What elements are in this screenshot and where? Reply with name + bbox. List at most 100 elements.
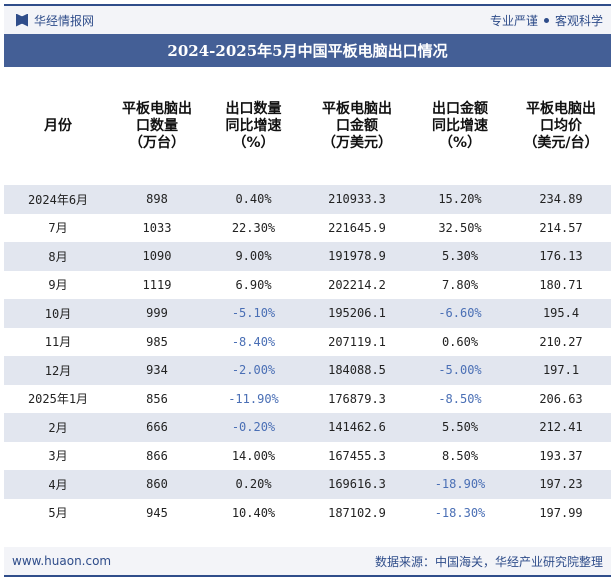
table-row: 10月 999 -5.10% 195206.1 -6.60% 195.4: [4, 299, 611, 328]
table-cell: 856: [146, 391, 168, 406]
table-cell: 32.50%: [438, 220, 482, 235]
table-cell: -5.00%: [409, 356, 511, 385]
table-cell: -6.60%: [409, 299, 511, 328]
table-cell: 141462.6: [305, 413, 409, 442]
table-cell: 11月: [44, 335, 72, 350]
table-cell: 206.63: [539, 391, 583, 406]
table-row: 2月 666 -0.20% 141462.6 5.50% 212.41: [4, 413, 611, 442]
logo[interactable]: 华经情报网: [16, 12, 94, 29]
table-cell: -18.90%: [409, 470, 511, 499]
table-cell: 187102.9: [328, 505, 386, 520]
table-cell: 22.30%: [231, 220, 276, 235]
table-cell: 234.89: [511, 185, 611, 214]
dot-icon: [543, 17, 549, 23]
table-cell: 197.99: [539, 505, 583, 520]
table-cell: 0.40%: [202, 185, 305, 214]
table-cell: 212.41: [511, 413, 611, 442]
header: 华经情报网 专业严谨 客观科学: [4, 6, 611, 34]
table-cell: 5.30%: [409, 242, 511, 271]
table-cell: 180.71: [539, 277, 583, 292]
table-cell: 167455.3: [328, 448, 386, 463]
table-cell: -18.30%: [434, 505, 486, 520]
table-cell: 999: [112, 299, 202, 328]
table-row: 2025年1月 856 -11.90% 176879.3 -8.50% 206.63: [4, 385, 611, 414]
table-cell: 197.23: [511, 470, 611, 499]
slogan-left: 专业严谨: [489, 13, 538, 28]
table-cell: 8.50%: [441, 448, 479, 463]
table-row: 2024年6月 898 0.40% 210933.3 15.20% 234.89: [4, 185, 611, 214]
table-cell: 195.4: [511, 299, 611, 328]
data-source: 数据来源：中国海关，华经产业研究院整理: [374, 554, 603, 569]
table-cell: -5.10%: [202, 299, 305, 328]
slogan: 专业严谨 客观科学: [490, 12, 603, 29]
table-cell: 9.00%: [202, 242, 305, 271]
table-cell: 5.50%: [409, 413, 511, 442]
column-header-line: 出口数量: [225, 100, 282, 117]
table-cell: 193.37: [539, 448, 583, 463]
table-cell: 191978.9: [305, 242, 409, 271]
data-table: 月份 平板电脑出 口数量 （万台） 出口数量 同比增速 （%） 平板电脑出 口金额 （万美元） 出口…: [4, 67, 611, 527]
table-cell: 945: [146, 505, 168, 520]
column-header-line: 月份: [44, 117, 72, 134]
table-cell: 15.20%: [409, 185, 511, 214]
column-header-line: （万美元）: [322, 134, 392, 151]
column-header: 出口数量 同比增速 （%）: [202, 67, 305, 185]
table-row: 9月 1119 6.90% 202214.2 7.80% 180.71: [4, 271, 611, 300]
table-row: 4月 860 0.20% 169616.3 -18.90% 197.23: [4, 470, 611, 499]
column-header-line: （万台）: [129, 134, 185, 151]
table-cell: 210.27: [539, 334, 583, 349]
table-cell: 1090: [112, 242, 202, 271]
column-header-line: 同比增速: [225, 117, 282, 134]
table-row: 5月 945 10.40% 187102.9 -18.30% 197.99: [4, 499, 611, 528]
table-cell: 221645.9: [328, 220, 386, 235]
table-cell: 2024年6月: [4, 185, 112, 214]
table-cell: 934: [112, 356, 202, 385]
table-row: 11月 985 -8.40% 207119.1 0.60% 210.27: [4, 328, 611, 357]
table-cell: 6.90%: [235, 277, 272, 292]
table-cell: 4月: [4, 470, 112, 499]
table-cell: -2.00%: [202, 356, 305, 385]
table-cell: 214.57: [539, 220, 583, 235]
table-cell: 195206.1: [305, 299, 409, 328]
table-cell: 207119.1: [328, 334, 386, 349]
table-cell: 1119: [142, 277, 172, 292]
column-header-line: 平板电脑出: [322, 100, 392, 117]
table-cell: 666: [112, 413, 202, 442]
table-cell: 2025年1月: [27, 392, 89, 407]
column-header-line: 出口金额: [432, 100, 488, 117]
column-header: 平板电脑出 口均价 （美元/台）: [511, 67, 611, 185]
column-header-line: 口均价: [540, 117, 582, 134]
table-cell: 176.13: [511, 242, 611, 271]
column-header-line: 平板电脑出: [122, 100, 192, 117]
table-cell: 985: [146, 334, 168, 349]
column-header: 平板电脑出 口金额 （万美元）: [305, 67, 409, 185]
logo-icon: [16, 13, 28, 27]
table-cell: 7.80%: [441, 277, 479, 292]
table-cell: -0.20%: [202, 413, 305, 442]
column-header-line: 同比增速: [432, 117, 488, 134]
table-cell: 860: [112, 470, 202, 499]
table-cell: 898: [112, 185, 202, 214]
slogan-right: 客观科学: [554, 13, 603, 28]
table-cell: 176879.3: [328, 391, 386, 406]
table-cell: 184088.5: [305, 356, 409, 385]
column-header-line: （%）: [232, 134, 275, 151]
page-title: 2024-2025年5月中国平板电脑出口情况: [4, 34, 611, 67]
table-cell: 12月: [4, 356, 112, 385]
table-cell: 10.40%: [231, 505, 276, 520]
column-header: 出口金额 同比增速 （%）: [409, 67, 511, 185]
column-header: 月份: [4, 67, 112, 185]
column-header-line: （美元/台）: [523, 134, 599, 151]
table-cell: 0.60%: [441, 334, 479, 349]
table-cell: 9月: [48, 278, 68, 293]
site-url[interactable]: www.huaon.com: [12, 554, 112, 568]
table-cell: 8月: [4, 242, 112, 271]
table-cell: 2月: [4, 413, 112, 442]
table-cell: 3月: [48, 449, 68, 464]
table-cell: 169616.3: [305, 470, 409, 499]
column-header-line: （%）: [438, 134, 482, 151]
table-cell: 202214.2: [328, 277, 386, 292]
table-cell: 10月: [4, 299, 112, 328]
table-cell: 210933.3: [305, 185, 409, 214]
top-divider: [4, 4, 611, 6]
